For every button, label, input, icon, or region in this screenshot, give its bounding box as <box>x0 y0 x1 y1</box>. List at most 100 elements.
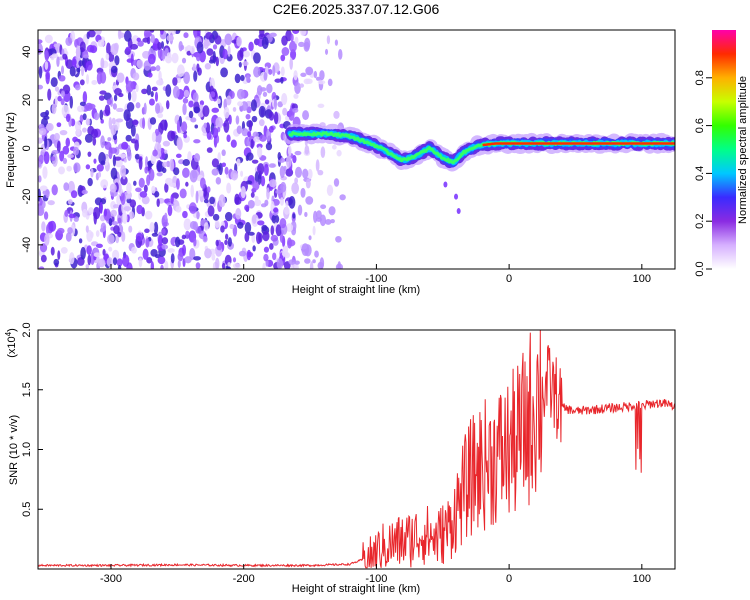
noise-blob <box>162 140 171 147</box>
noise-blob <box>190 117 197 123</box>
noise-blob <box>292 213 296 219</box>
noise-blob <box>288 259 296 265</box>
noise-blob <box>315 217 323 222</box>
noise-blob <box>40 254 47 263</box>
noise-blob <box>182 159 190 166</box>
noise-blob <box>224 33 233 46</box>
noise-blob <box>256 143 263 149</box>
snr-series-line <box>38 330 675 569</box>
noise-blob <box>218 194 226 208</box>
noise-blob <box>232 263 241 269</box>
noise-blob <box>104 141 112 150</box>
noise-blob <box>257 220 265 226</box>
noise-blob <box>277 152 282 160</box>
noise-blob <box>60 90 66 98</box>
noise-blob <box>309 261 314 269</box>
noise-blob <box>69 95 74 109</box>
noise-blob <box>182 97 189 104</box>
noise-blob <box>151 86 158 92</box>
noise-blob <box>159 30 164 35</box>
noise-blob <box>166 160 171 168</box>
noise-blob <box>292 107 299 113</box>
noise-blob <box>54 95 58 106</box>
noise-blob <box>73 162 81 173</box>
noise-blob <box>293 93 299 99</box>
noise-blob <box>245 113 251 120</box>
noise-blob <box>234 193 240 205</box>
noise-blob <box>114 156 122 161</box>
noise-blob <box>331 144 337 150</box>
noise-blob <box>42 166 48 179</box>
noise-blob <box>247 199 255 209</box>
noise-blob <box>234 73 241 84</box>
noise-blob <box>108 246 113 252</box>
noise-blob <box>51 184 58 196</box>
noise-blob <box>185 230 190 239</box>
noise-blob <box>169 182 177 187</box>
noise-blob <box>160 41 165 49</box>
colorbar-ticks: 0.0 0.2 0.4 0.6 0.8 <box>694 70 712 277</box>
noise-blob <box>150 261 155 269</box>
noise-blob <box>221 262 226 269</box>
noise-blob <box>115 118 124 123</box>
noise-blob <box>254 195 259 201</box>
noise-blob <box>193 139 201 144</box>
noise-blob <box>252 131 259 138</box>
noise-blob <box>215 116 223 129</box>
signal-spot <box>456 208 461 215</box>
noise-blob <box>242 50 251 58</box>
noise-blob <box>85 73 90 85</box>
noise-blob <box>127 150 132 162</box>
noise-blob <box>58 166 65 175</box>
noise-blob <box>170 253 175 264</box>
noise-blob <box>147 53 156 65</box>
noise-blob <box>82 91 88 104</box>
figure-title: C2E6.2025.337.07.12.G06 <box>273 1 440 17</box>
noise-blob <box>260 175 266 187</box>
noise-blob <box>262 262 266 269</box>
noise-blob <box>85 60 93 71</box>
noise-blob <box>57 250 61 260</box>
noise-blob <box>245 155 249 162</box>
snr-x-tick-label: -200 <box>233 573 255 585</box>
noise-blob <box>203 122 208 129</box>
noise-blob <box>157 112 164 119</box>
noise-blob <box>244 222 252 234</box>
noise-blob <box>299 83 305 88</box>
colorbar-label: Normalized spectral amplitude <box>737 76 749 224</box>
noise-blob <box>264 99 270 105</box>
noise-blob <box>335 235 342 243</box>
noise-blob <box>145 238 150 248</box>
noise-blob <box>75 45 81 58</box>
noise-blob <box>41 221 46 232</box>
noise-blob <box>257 146 263 158</box>
noise-blob <box>271 214 280 224</box>
noise-blob <box>141 88 148 95</box>
noise-blob <box>182 103 187 116</box>
noise-blob <box>112 249 120 261</box>
noise-blob <box>208 59 215 64</box>
noise-blob <box>123 206 132 212</box>
noise-blob <box>263 246 270 253</box>
noise-blob <box>58 75 66 82</box>
noise-blob <box>285 223 294 232</box>
noise-blob <box>294 36 299 45</box>
noise-blob <box>111 221 119 226</box>
noise-blob <box>148 162 152 168</box>
noise-blob <box>117 30 122 40</box>
noise-blob <box>224 211 233 222</box>
noise-blob <box>47 88 52 101</box>
noise-blob <box>192 221 199 231</box>
noise-blob <box>170 131 176 140</box>
noise-blob <box>237 50 244 62</box>
noise-blob <box>85 225 89 233</box>
noise-blob <box>61 65 65 75</box>
noise-blob <box>50 77 58 88</box>
noise-blob <box>54 86 60 92</box>
noise-blob <box>177 64 185 77</box>
noise-blob <box>65 59 74 70</box>
noise-blob <box>216 98 221 105</box>
noise-blob <box>86 229 93 243</box>
noise-blob <box>134 139 139 152</box>
